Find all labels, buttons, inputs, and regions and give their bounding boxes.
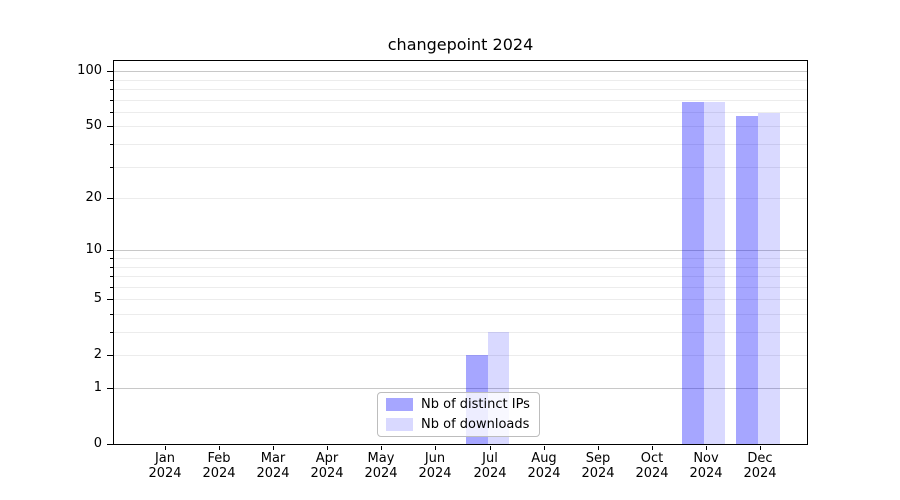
x-axis-tick <box>544 446 545 450</box>
x-axis-tick-label: Feb 2024 <box>202 451 236 481</box>
gridline-minor <box>114 198 807 199</box>
x-axis-tick-label: Mar 2024 <box>256 451 290 481</box>
gridline-minor <box>114 332 807 333</box>
gridline-minor <box>114 167 807 168</box>
gridline-minor <box>114 144 807 145</box>
x-axis-tick <box>490 446 491 450</box>
y-axis-minor-tick <box>110 144 113 145</box>
y-axis-minor-tick <box>110 80 113 81</box>
y-axis-tick-label: 0 <box>93 436 102 451</box>
y-axis-tick-label: 100 <box>77 63 102 78</box>
bar-downloads <box>757 113 780 444</box>
x-axis-tick-label: Apr 2024 <box>310 451 344 481</box>
x-axis-tick <box>435 446 436 450</box>
x-axis-tick-label: Oct 2024 <box>635 451 669 481</box>
gridline-minor <box>114 80 807 81</box>
y-axis-tick-label: 20 <box>85 190 102 205</box>
y-axis-minor-tick <box>110 276 113 277</box>
legend-item-downloads: Nb of downloads <box>378 416 539 434</box>
gridline-major <box>114 388 807 389</box>
x-axis-tick <box>327 446 328 450</box>
y-axis-minor-tick <box>110 167 113 168</box>
x-axis-tick <box>165 446 166 450</box>
x-axis-tick-label: Aug 2024 <box>527 451 561 481</box>
y-axis-minor-tick <box>110 258 113 259</box>
gridline-minor <box>114 112 807 113</box>
legend-item-distinct-ips: Nb of distinct IPs <box>378 395 539 413</box>
legend-label-downloads: Nb of downloads <box>421 417 530 433</box>
y-axis-tick <box>107 388 113 389</box>
x-axis-tick <box>652 446 653 450</box>
bar-distinct-ips <box>682 101 704 444</box>
y-axis-minor-tick <box>110 314 113 315</box>
y-axis-tick-label: 10 <box>85 242 102 257</box>
x-axis-tick-label: May 2024 <box>364 451 398 481</box>
x-axis-tick-label: Jan 2024 <box>148 451 182 481</box>
legend-swatch-distinct-ips <box>386 397 413 411</box>
gridline-major <box>114 250 807 251</box>
y-axis-tick-label: 2 <box>93 347 102 362</box>
chart-title: changepoint 2024 <box>387 35 534 54</box>
x-axis-tick-label: Sep 2024 <box>581 451 615 481</box>
gridline-minor <box>114 276 807 277</box>
plot-area <box>113 60 808 445</box>
y-axis-tick <box>107 250 113 251</box>
gridline-minor <box>114 126 807 127</box>
y-axis-tick-label: 1 <box>93 380 102 395</box>
x-axis-tick <box>598 446 599 450</box>
gridline-minor <box>114 299 807 300</box>
y-axis-tick-label: 50 <box>85 118 102 133</box>
y-axis-minor-tick <box>110 332 113 333</box>
x-axis-tick <box>219 446 220 450</box>
gridline-minor <box>114 314 807 315</box>
y-axis-tick <box>107 299 113 300</box>
gridline-minor <box>114 100 807 101</box>
x-axis-tick-label: Jun 2024 <box>418 451 452 481</box>
y-axis-minor-tick <box>110 89 113 90</box>
y-axis-minor-tick <box>110 112 113 113</box>
x-axis-tick <box>381 446 382 450</box>
y-axis-tick <box>107 126 113 127</box>
legend-label-distinct-ips: Nb of distinct IPs <box>421 396 530 412</box>
y-axis-tick <box>107 444 113 445</box>
y-axis-tick <box>107 355 113 356</box>
gridline-minor <box>114 258 807 259</box>
x-axis-tick-label: Dec 2024 <box>743 451 777 481</box>
y-axis-minor-tick <box>110 100 113 101</box>
y-axis-minor-tick <box>110 267 113 268</box>
gridline-minor <box>114 287 807 288</box>
y-axis-minor-tick <box>110 287 113 288</box>
gridline-minor <box>114 89 807 90</box>
y-axis-tick <box>107 71 113 72</box>
legend-swatch-downloads <box>386 418 413 432</box>
x-axis-tick-label: Jul 2024 <box>473 451 507 481</box>
x-axis-tick <box>706 446 707 450</box>
bar-downloads <box>703 101 726 444</box>
legend: Nb of distinct IPs Nb of downloads <box>377 392 540 437</box>
y-axis-tick-label: 5 <box>93 291 102 306</box>
gridline-minor <box>114 355 807 356</box>
x-axis-tick-label: Nov 2024 <box>689 451 723 481</box>
x-axis-tick <box>273 446 274 450</box>
x-axis-tick <box>760 446 761 450</box>
bar-distinct-ips <box>736 116 758 444</box>
y-axis-tick <box>107 198 113 199</box>
gridline-minor <box>114 267 807 268</box>
gridline-major <box>114 71 807 72</box>
